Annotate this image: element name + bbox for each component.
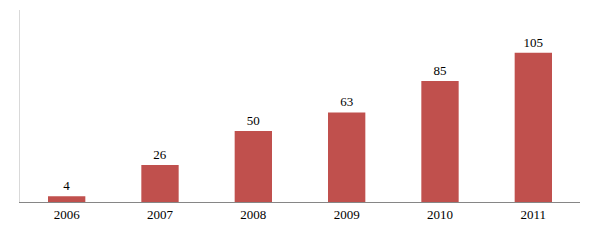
svg-text:63: 63	[340, 94, 353, 109]
svg-text:2008: 2008	[240, 207, 266, 222]
svg-text:85: 85	[434, 63, 447, 78]
svg-text:2011: 2011	[521, 207, 547, 222]
svg-text:2007: 2007	[147, 207, 174, 222]
svg-text:4: 4	[63, 178, 70, 193]
svg-text:105: 105	[524, 35, 544, 50]
svg-text:50: 50	[247, 113, 260, 128]
svg-text:26: 26	[153, 147, 167, 162]
svg-text:2006: 2006	[54, 207, 81, 222]
svg-text:2009: 2009	[334, 207, 360, 222]
svg-text:2010: 2010	[427, 207, 453, 222]
